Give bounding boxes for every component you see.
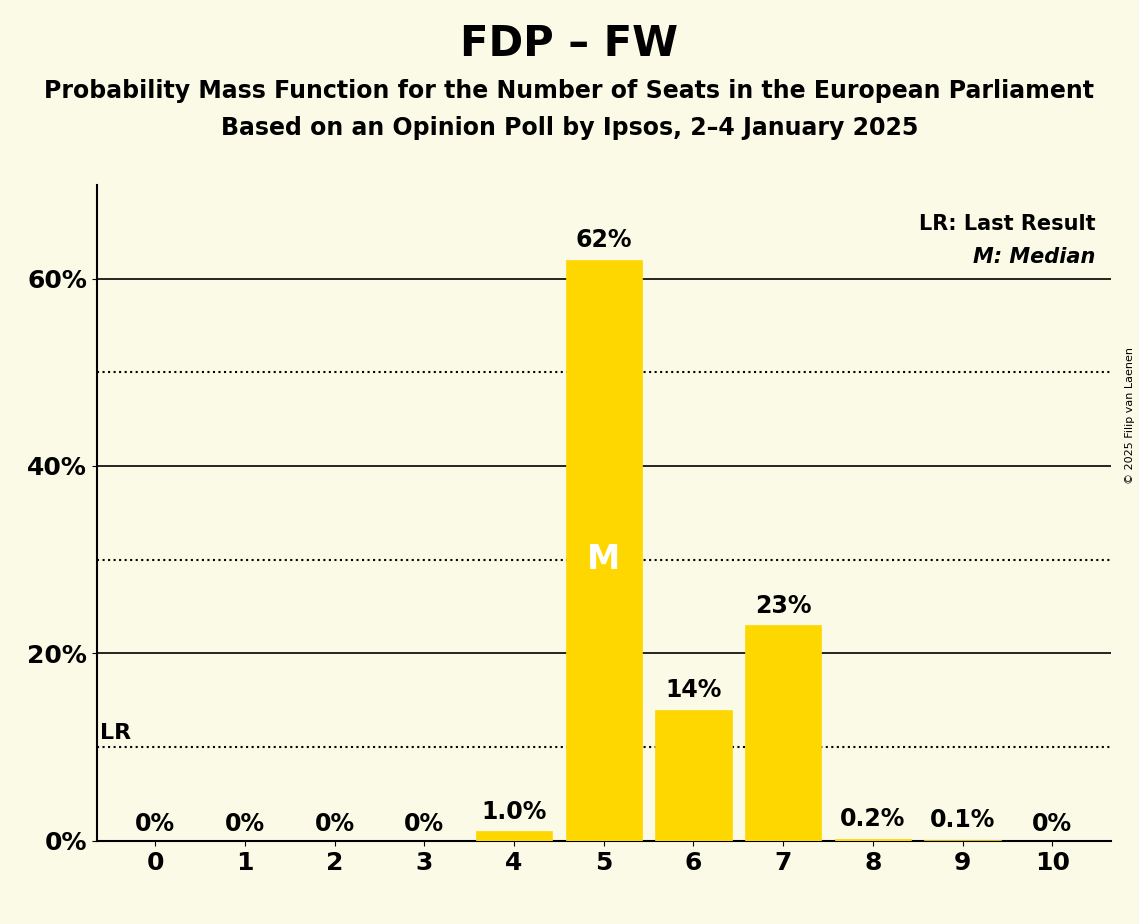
Text: Based on an Opinion Poll by Ipsos, 2–4 January 2025: Based on an Opinion Poll by Ipsos, 2–4 J… <box>221 116 918 140</box>
Bar <box>835 839 911 841</box>
Bar <box>476 832 552 841</box>
Text: 1.0%: 1.0% <box>482 800 547 824</box>
Bar <box>745 626 821 841</box>
Text: 14%: 14% <box>665 678 722 702</box>
Text: 0%: 0% <box>404 812 444 836</box>
Text: FDP – FW: FDP – FW <box>460 23 679 65</box>
Bar <box>566 260 641 841</box>
Bar <box>925 840 1001 841</box>
Text: M: Median: M: Median <box>973 247 1096 267</box>
Text: 23%: 23% <box>755 594 811 618</box>
Text: 0.2%: 0.2% <box>841 808 906 832</box>
Text: 0%: 0% <box>314 812 354 836</box>
Text: M: M <box>587 543 621 577</box>
Text: 0%: 0% <box>224 812 265 836</box>
Text: LR: Last Result: LR: Last Result <box>919 214 1096 235</box>
Bar <box>655 710 731 841</box>
Text: 0.1%: 0.1% <box>929 808 995 833</box>
Text: LR: LR <box>99 723 131 744</box>
Text: 0%: 0% <box>136 812 175 836</box>
Text: Probability Mass Function for the Number of Seats in the European Parliament: Probability Mass Function for the Number… <box>44 79 1095 103</box>
Text: 62%: 62% <box>575 228 632 252</box>
Text: 0%: 0% <box>1032 812 1072 836</box>
Text: © 2025 Filip van Laenen: © 2025 Filip van Laenen <box>1125 347 1134 484</box>
